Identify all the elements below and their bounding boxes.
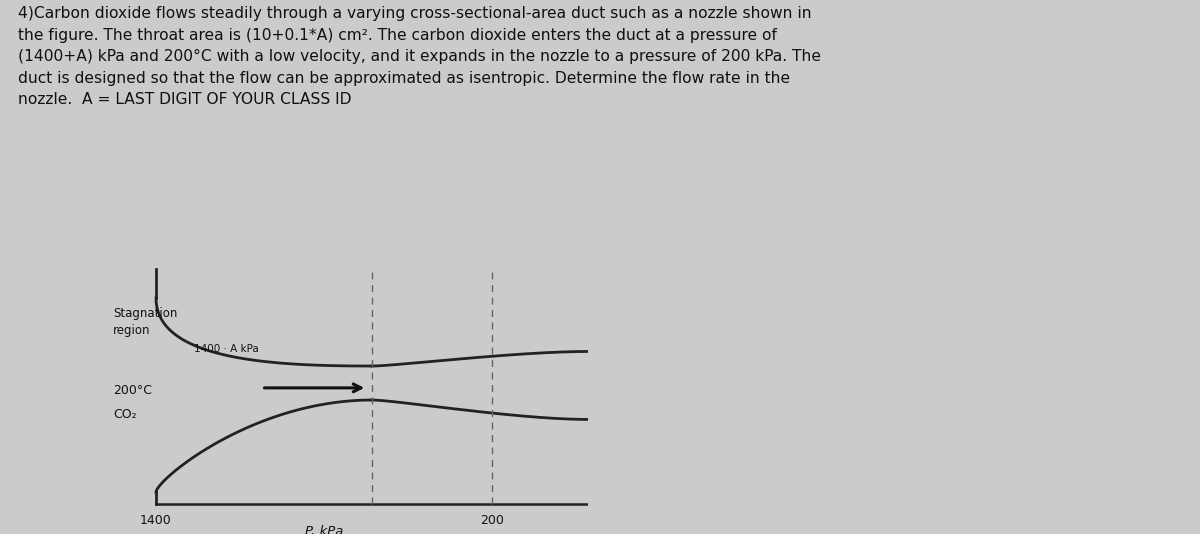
Text: 4)Carbon dioxide flows steadily through a varying cross-sectional-area duct such: 4)Carbon dioxide flows steadily through … <box>18 6 821 107</box>
Text: P, kPa: P, kPa <box>305 525 343 534</box>
Text: 200: 200 <box>480 514 504 527</box>
Text: 1400: 1400 <box>140 514 172 527</box>
Text: 1400 · A kPa: 1400 · A kPa <box>194 344 259 354</box>
Text: CO₂: CO₂ <box>113 408 137 421</box>
Text: 200°C: 200°C <box>113 384 152 397</box>
Text: Stagnation
region: Stagnation region <box>113 308 178 337</box>
